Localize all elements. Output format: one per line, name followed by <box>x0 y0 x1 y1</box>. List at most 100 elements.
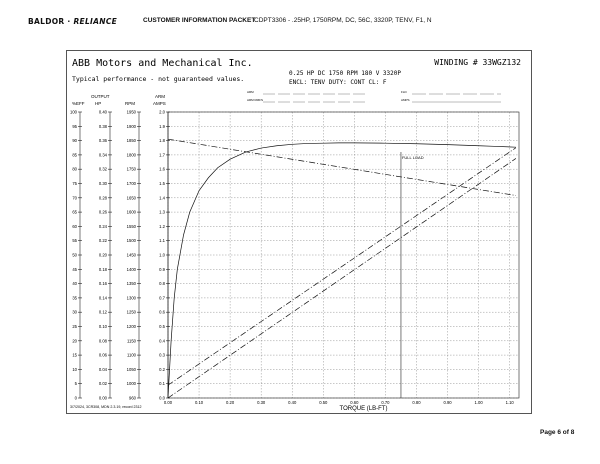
amps-label: AMPS <box>401 98 410 102</box>
eff-tick-label: 5 <box>75 381 78 386</box>
x-tick-label: 0.00 <box>164 400 173 405</box>
eff-tick-label: 95 <box>72 124 77 129</box>
rpm-tick-label: 1000 <box>127 381 137 386</box>
eff-tick-label: 100 <box>70 110 78 115</box>
rpm-tick-label: 1600 <box>127 210 137 215</box>
hp-tick-label: 0.22 <box>99 238 108 243</box>
packet-title: CUSTOMER INFORMATION PACKET <box>143 17 256 24</box>
amps-tick-label: 1.5 <box>159 181 165 186</box>
rpm-tick-label: 1300 <box>127 295 137 300</box>
chart-series <box>167 138 517 399</box>
rpm-tick-label: 1800 <box>127 152 137 157</box>
eff-axis-header: %EFF <box>72 101 85 106</box>
eff-tick-label: 10 <box>72 367 77 372</box>
x-tick-label: 0.50 <box>319 400 328 405</box>
x-tick-label: 1.00 <box>475 400 484 405</box>
x-tick-label: 0.80 <box>412 400 421 405</box>
eff-tick-label: 30 <box>72 310 77 315</box>
rpm-tick-label: 1500 <box>127 238 137 243</box>
amps-tick-label: 1.8 <box>159 138 165 143</box>
eff-tick-label: 20 <box>72 338 77 343</box>
hp-tick-label: 0.14 <box>99 295 108 300</box>
amps-tick-label: 0.9 <box>159 267 165 272</box>
eff-tick-label: 40 <box>72 281 77 286</box>
rpm-tick-label: 1900 <box>127 124 137 129</box>
rpm-tick-label: 1950 <box>127 110 137 115</box>
hp-tick-label: 0.04 <box>99 367 108 372</box>
eff-tick-label: 85 <box>72 152 77 157</box>
amps-tick-label: 1.9 <box>159 124 165 129</box>
rpm-tick-label: 960 <box>129 396 137 401</box>
x-tick-label: 0.70 <box>381 400 390 405</box>
chart-grid <box>167 111 520 399</box>
amps-tick-label: 0.5 <box>159 324 165 329</box>
hp-tick-label: 0.02 <box>99 381 108 386</box>
document-header: BALDOR · RELIANCE CUSTOMER INFORMATION P… <box>0 0 600 30</box>
eff-tick-label: 25 <box>72 324 77 329</box>
amps-tick-label: 0.8 <box>159 281 165 286</box>
hp-tick-label: 0.06 <box>99 353 108 358</box>
eff-tick-label: 45 <box>72 267 77 272</box>
amps-tick-label: 0.2 <box>159 367 165 372</box>
hp-tick-label: 0.18 <box>99 267 108 272</box>
page-number: Page 6 of 8 <box>540 429 575 436</box>
x-tick-label: 0.20 <box>226 400 235 405</box>
amps-tick-label: 0.3 <box>159 353 165 358</box>
x-tick-label: 0.90 <box>443 400 452 405</box>
hp-tick-label: 0.08 <box>99 338 108 343</box>
eff-tick-label: 0 <box>75 396 78 401</box>
arm-rmfs-label: ARM RMFS <box>247 98 263 102</box>
hp-tick-label: 0.10 <box>99 324 108 329</box>
performance-chart: ABB Motors and Mechanical Inc. WINDING #… <box>70 58 521 412</box>
eff-tick-label: 75 <box>72 181 77 186</box>
hp-series-line <box>167 158 517 399</box>
rpm-tick-label: 1650 <box>127 195 137 200</box>
amps-tick-label: 2.0 <box>159 110 165 115</box>
rpm-tick-label: 1400 <box>127 267 137 272</box>
amps-tick-label: 1.0 <box>159 253 165 258</box>
full-load-label: FULL LOAD <box>402 155 424 160</box>
x-tick-label: 0.60 <box>350 400 359 405</box>
x-tick-label: 0.10 <box>195 400 204 405</box>
winding-number: WINDING # 33WGZ132 <box>434 58 521 67</box>
eff-tick-label: 90 <box>72 138 77 143</box>
amps-tick-label: 1.4 <box>159 195 165 200</box>
amps-axis-header: AMPS <box>153 101 166 106</box>
rpm-tick-label: 1350 <box>127 281 137 286</box>
eff-series-line <box>167 142 516 399</box>
arm-label: ARM <box>247 90 254 94</box>
motor-spec-line-1: 0.25 HP DC 1750 RPM 180 V 3320P <box>289 70 401 77</box>
amps-tick-label: 1.6 <box>159 167 165 172</box>
hp-tick-label: 0.36 <box>99 138 108 143</box>
hp-tick-label: 0.34 <box>99 152 108 157</box>
hp-tick-label: 0.12 <box>99 310 108 315</box>
x-axis-title: TORQUE (LB-FT) <box>340 406 388 412</box>
footer-note: 3/7/2024, 3CR308, MDN 2.3.19, record 231… <box>70 405 142 409</box>
eff-tick-label: 70 <box>72 195 77 200</box>
rpm-tick-label: 1700 <box>127 181 137 186</box>
performance-sheet: ABB Motors and Mechanical Inc. WINDING #… <box>66 50 532 414</box>
rpm-tick-label: 1750 <box>127 167 137 172</box>
amps-tick-label: 0.6 <box>159 310 165 315</box>
eff-tick-label: 15 <box>72 353 77 358</box>
hp-tick-label: 0.16 <box>99 281 108 286</box>
rpm-tick-label: 1150 <box>127 338 137 343</box>
hp-tick-label: 0.24 <box>99 224 108 229</box>
product-description: CDPT3306 - .25HP, 1750RPM, DC, 56C, 3320… <box>254 17 432 24</box>
rpm-tick-label: 1200 <box>127 324 137 329</box>
hp-tick-label: 0.32 <box>99 167 108 172</box>
eff-tick-label: 80 <box>72 167 77 172</box>
eff-tick-label: 50 <box>72 253 77 258</box>
x-tick-label: 0.40 <box>288 400 297 405</box>
x-tick-label: 0.30 <box>257 400 266 405</box>
hp-axis-header: HP <box>95 101 101 106</box>
eff-tick-label: 35 <box>72 295 77 300</box>
rpm-axis-header: RPM <box>125 101 135 106</box>
hp-tick-label: 0.20 <box>99 253 108 258</box>
amps-tick-label: 1.3 <box>159 210 165 215</box>
eff-tick-label: 65 <box>72 210 77 215</box>
fld-label: FLD <box>401 90 408 94</box>
amps-tick-label: 0.0 <box>159 396 165 401</box>
rpm-tick-label: 1100 <box>127 353 137 358</box>
amps-tick-label: 1.7 <box>159 152 165 157</box>
